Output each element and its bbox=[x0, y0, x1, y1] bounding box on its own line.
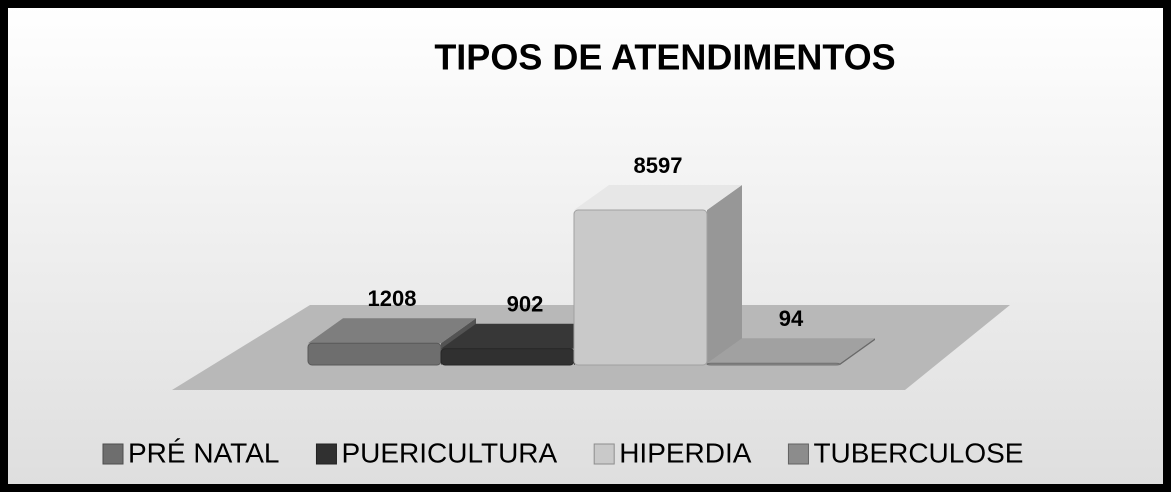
data-label: 1208 bbox=[368, 286, 417, 311]
chart-title: TIPOS DE ATENDIMENTOS bbox=[434, 37, 895, 78]
bar bbox=[706, 362, 841, 366]
bar-top bbox=[707, 338, 875, 364]
bar bbox=[440, 348, 575, 366]
legend-swatch bbox=[593, 443, 615, 465]
legend-label: PRÉ NATAL bbox=[128, 437, 279, 468]
bar bbox=[573, 209, 708, 366]
data-label: 94 bbox=[779, 306, 804, 331]
bar-top bbox=[441, 323, 609, 349]
data-label: 902 bbox=[507, 292, 544, 317]
bar bbox=[307, 342, 442, 366]
bar-top bbox=[308, 318, 476, 344]
legend-label: HIPERDIA bbox=[619, 437, 752, 468]
bar-side bbox=[840, 338, 875, 365]
legend-swatch bbox=[787, 443, 809, 465]
legend-label: PUERICULTURA bbox=[341, 437, 557, 468]
bar-side bbox=[707, 185, 742, 365]
legend-swatch bbox=[102, 443, 124, 465]
bar-top bbox=[574, 185, 742, 210]
data-label: 8597 bbox=[634, 153, 683, 178]
legend-swatch bbox=[315, 443, 337, 465]
legend-label: TUBERCULOSE bbox=[813, 437, 1023, 468]
